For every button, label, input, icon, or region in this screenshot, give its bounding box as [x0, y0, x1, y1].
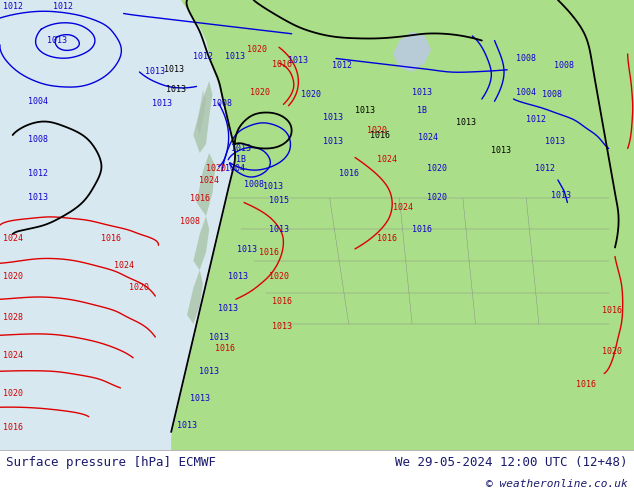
Text: 1013: 1013	[199, 367, 219, 376]
Text: 1024: 1024	[3, 351, 23, 360]
Text: 1020: 1020	[602, 346, 622, 356]
Polygon shape	[193, 216, 209, 270]
Text: 1013: 1013	[288, 56, 308, 65]
Text: 1B: 1B	[417, 106, 427, 115]
Text: 1020: 1020	[367, 126, 387, 135]
Text: 1013: 1013	[545, 137, 565, 146]
Polygon shape	[197, 153, 216, 216]
Text: 1028: 1028	[3, 313, 23, 322]
Text: 1024: 1024	[199, 176, 219, 185]
Text: 1020: 1020	[3, 389, 23, 398]
Text: 1016: 1016	[272, 60, 292, 69]
Text: 1024: 1024	[113, 261, 134, 270]
Text: 1013: 1013	[237, 245, 257, 254]
Text: 1004: 1004	[28, 97, 48, 106]
Text: 1008: 1008	[516, 54, 536, 63]
Text: 1013: 1013	[177, 421, 197, 430]
Text: 1012: 1012	[53, 2, 74, 11]
Text: 1008: 1008	[243, 180, 264, 189]
Text: 1020: 1020	[427, 194, 448, 202]
Text: © weatheronline.co.uk: © weatheronline.co.uk	[486, 479, 628, 489]
Text: 1012: 1012	[193, 52, 213, 61]
Text: 1013: 1013	[354, 106, 375, 115]
Polygon shape	[171, 0, 634, 450]
Text: 1016: 1016	[602, 306, 622, 315]
Text: 1020: 1020	[301, 90, 321, 99]
Text: 1013: 1013	[209, 333, 229, 342]
Text: 1020: 1020	[129, 284, 150, 293]
Text: 1013: 1013	[190, 394, 210, 403]
Text: 1013: 1013	[262, 182, 283, 191]
Text: 1013: 1013	[456, 118, 476, 127]
Text: 1020: 1020	[250, 88, 270, 97]
Text: 1024: 1024	[392, 202, 413, 212]
Text: 1013: 1013	[28, 194, 48, 202]
Text: 1013: 1013	[323, 137, 343, 146]
Text: 1008: 1008	[554, 61, 574, 70]
Text: 1012: 1012	[526, 115, 546, 124]
Text: 1016: 1016	[339, 169, 359, 178]
Text: 1013: 1013	[411, 88, 432, 97]
Text: 1013: 1013	[164, 65, 184, 74]
Text: 1012: 1012	[332, 61, 353, 70]
Text: 1013: 1013	[231, 144, 251, 153]
Text: 1024: 1024	[418, 133, 438, 142]
Polygon shape	[393, 31, 431, 72]
Text: 1004: 1004	[516, 88, 536, 97]
Polygon shape	[193, 81, 212, 153]
FancyBboxPatch shape	[0, 0, 374, 490]
Text: 1013: 1013	[218, 304, 238, 313]
Text: 1013: 1013	[272, 322, 292, 331]
Text: 1008: 1008	[541, 90, 562, 99]
Text: We 29-05-2024 12:00 UTC (12+48): We 29-05-2024 12:00 UTC (12+48)	[395, 456, 628, 468]
Polygon shape	[187, 270, 203, 324]
Text: 1012: 1012	[28, 169, 48, 178]
Text: 1016: 1016	[370, 131, 391, 141]
Text: 1016: 1016	[101, 234, 121, 243]
Text: 1012: 1012	[3, 2, 23, 11]
Text: 1012: 1012	[535, 164, 555, 173]
Text: 1016: 1016	[377, 234, 397, 243]
Text: 1016: 1016	[215, 344, 235, 353]
Text: 1008: 1008	[212, 99, 232, 108]
Text: 1020: 1020	[427, 164, 448, 173]
Text: 1013: 1013	[47, 36, 67, 45]
FancyBboxPatch shape	[418, 0, 634, 490]
Polygon shape	[197, 90, 206, 135]
Text: 1013: 1013	[166, 85, 186, 94]
Text: 1015: 1015	[269, 196, 289, 205]
Text: 1008: 1008	[28, 135, 48, 144]
Text: 1013: 1013	[551, 191, 571, 200]
Text: 1013: 1013	[224, 52, 245, 61]
Text: 1013: 1013	[228, 272, 248, 281]
Text: 1016: 1016	[190, 195, 210, 203]
Text: Surface pressure [hPa] ECMWF: Surface pressure [hPa] ECMWF	[6, 456, 216, 468]
Text: 1B: 1B	[236, 155, 246, 164]
Text: 1013: 1013	[323, 113, 343, 122]
Text: 1016: 1016	[259, 247, 280, 256]
Text: 1016: 1016	[272, 297, 292, 306]
Text: 1004: 1004	[224, 164, 245, 173]
Text: 1013: 1013	[152, 99, 172, 108]
Text: 1008: 1008	[180, 217, 200, 226]
Text: 1016: 1016	[411, 225, 432, 234]
Text: 1024: 1024	[3, 234, 23, 243]
Text: 1013: 1013	[491, 146, 511, 155]
Text: 1024: 1024	[377, 155, 397, 164]
Text: 1020: 1020	[3, 272, 23, 281]
Text: 1013: 1013	[145, 68, 165, 76]
Text: 1020: 1020	[269, 272, 289, 281]
Text: 1016: 1016	[3, 423, 23, 432]
Text: 1016: 1016	[576, 380, 597, 389]
Text: 1020: 1020	[247, 45, 267, 54]
Text: 1020: 1020	[205, 164, 226, 173]
Text: 1013: 1013	[269, 225, 289, 234]
